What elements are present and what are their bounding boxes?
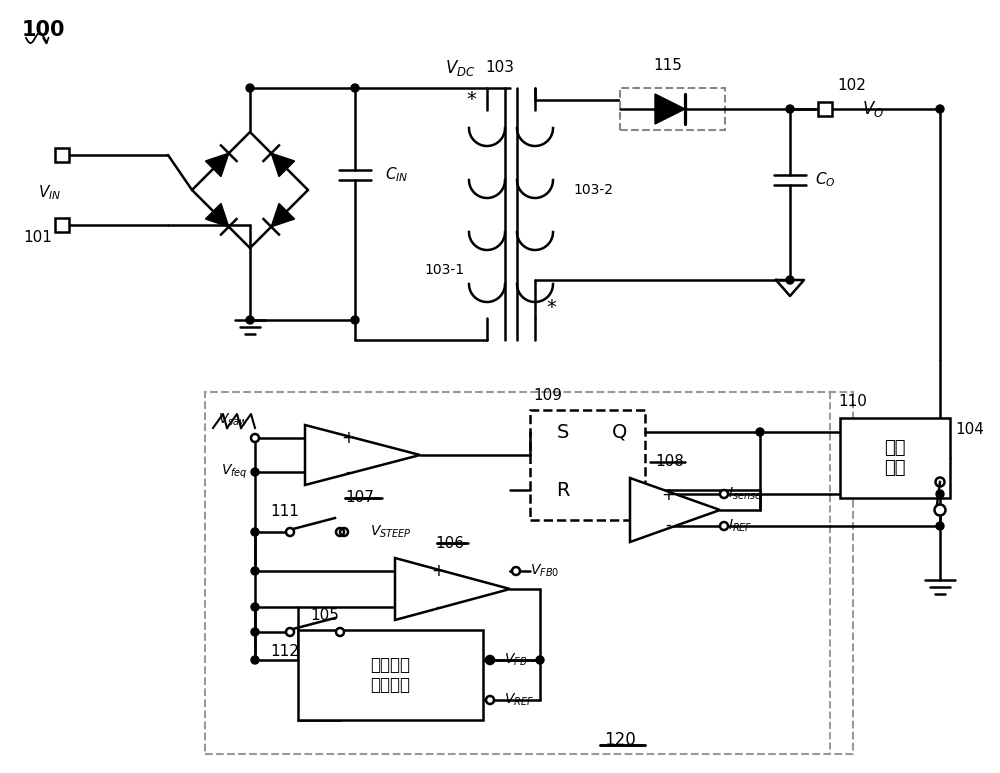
Circle shape (936, 105, 944, 113)
Bar (55, 218, 69, 232)
Text: $V_{FB}$: $V_{FB}$ (504, 652, 527, 668)
Bar (530, 410, 645, 520)
Bar (55, 148, 69, 162)
Text: 驱动
单元: 驱动 单元 (884, 438, 906, 478)
Circle shape (246, 84, 254, 92)
Polygon shape (395, 558, 510, 620)
Polygon shape (271, 203, 295, 226)
Circle shape (336, 528, 344, 536)
Circle shape (786, 105, 794, 113)
Text: 110: 110 (839, 394, 867, 410)
Circle shape (286, 628, 294, 636)
Circle shape (351, 84, 359, 92)
Text: 109: 109 (534, 389, 562, 404)
Circle shape (251, 528, 259, 536)
Text: 104: 104 (955, 423, 984, 438)
Text: $V_{STEEP}$: $V_{STEEP}$ (370, 524, 412, 540)
Text: $C_{IN}$: $C_{IN}$ (385, 165, 408, 184)
Circle shape (251, 434, 259, 442)
Circle shape (934, 505, 946, 516)
Text: $V_{DC}$: $V_{DC}$ (445, 58, 475, 78)
Circle shape (786, 276, 794, 284)
Text: -: - (665, 516, 671, 534)
Text: $V_O$: $V_O$ (862, 99, 884, 119)
Text: S: S (557, 423, 569, 441)
Text: 101: 101 (24, 230, 52, 246)
Circle shape (251, 603, 259, 611)
Polygon shape (655, 94, 685, 124)
Circle shape (251, 628, 259, 636)
Polygon shape (305, 425, 420, 485)
Text: 100: 100 (22, 20, 66, 40)
Circle shape (251, 567, 259, 575)
Circle shape (336, 628, 344, 636)
Circle shape (286, 528, 294, 536)
Circle shape (486, 656, 494, 664)
Text: *: * (546, 298, 556, 318)
Text: -: - (435, 598, 441, 616)
Text: $V_{IN}$: $V_{IN}$ (38, 184, 62, 203)
Text: Q: Q (612, 423, 628, 441)
Text: 102: 102 (838, 77, 866, 93)
Circle shape (251, 468, 259, 476)
Circle shape (756, 428, 764, 436)
Text: +: + (341, 429, 355, 447)
Text: $V_{FB0}$: $V_{FB0}$ (530, 563, 559, 579)
Text: $V_{REF}$: $V_{REF}$ (504, 692, 534, 708)
Text: +: + (431, 562, 445, 580)
Text: $V_{saw}$: $V_{saw}$ (218, 412, 248, 428)
Text: 105: 105 (310, 608, 339, 622)
Polygon shape (630, 478, 720, 542)
Text: $I_{sense}$: $I_{sense}$ (728, 485, 762, 502)
Circle shape (720, 490, 728, 498)
Circle shape (936, 522, 944, 530)
Bar (818, 102, 832, 116)
Text: 103-2: 103-2 (573, 183, 613, 197)
Text: $I_{REF}$: $I_{REF}$ (728, 518, 753, 534)
Circle shape (536, 656, 544, 664)
Text: 111: 111 (271, 505, 299, 519)
Text: 参考频率
选择单元: 参考频率 选择单元 (370, 656, 410, 694)
Bar (298, 630, 483, 720)
Text: 115: 115 (654, 59, 682, 73)
Text: $C_O$: $C_O$ (815, 171, 836, 189)
Circle shape (246, 316, 254, 324)
Circle shape (486, 696, 494, 704)
Bar (205, 392, 853, 754)
Text: 103: 103 (486, 60, 514, 76)
Text: -: - (345, 463, 351, 481)
Text: 106: 106 (436, 536, 464, 550)
Text: 120: 120 (604, 731, 636, 749)
Text: 108: 108 (656, 455, 684, 469)
Text: +: + (661, 486, 675, 504)
Bar (620, 88, 725, 130)
Circle shape (251, 656, 259, 664)
Text: $V_{feq}$: $V_{feq}$ (221, 463, 248, 481)
Polygon shape (271, 153, 295, 176)
Text: R: R (556, 481, 570, 499)
Circle shape (340, 528, 348, 536)
Polygon shape (205, 203, 229, 226)
Circle shape (936, 478, 944, 486)
Polygon shape (205, 153, 229, 176)
Bar (840, 418, 950, 498)
Text: *: * (466, 90, 476, 110)
Circle shape (512, 567, 520, 575)
Text: 107: 107 (346, 491, 374, 506)
Circle shape (936, 490, 944, 498)
Text: 112: 112 (271, 645, 299, 659)
Circle shape (351, 316, 359, 324)
Circle shape (720, 522, 728, 530)
Text: 103-1: 103-1 (425, 263, 465, 277)
Circle shape (486, 656, 494, 664)
